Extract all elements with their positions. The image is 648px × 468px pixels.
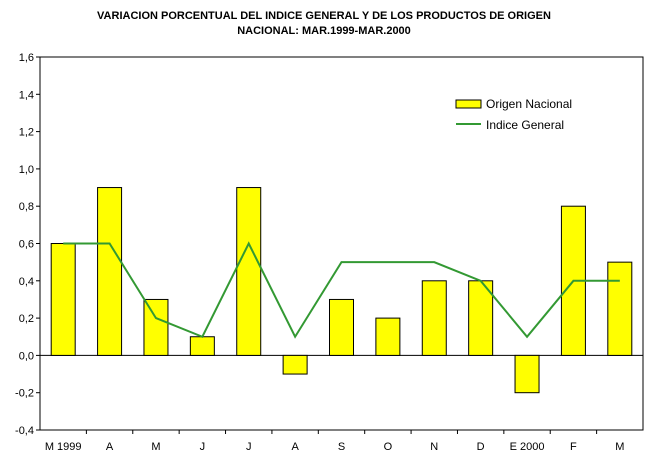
bar xyxy=(282,354,308,375)
y-tick-label: -0,4 xyxy=(15,425,34,437)
bar xyxy=(329,298,354,356)
bar xyxy=(468,280,494,356)
y-tick-label: 0,2 xyxy=(19,313,34,325)
y-tick-label: 1,0 xyxy=(19,164,34,176)
plot-area xyxy=(39,56,644,431)
bar xyxy=(514,354,540,394)
chart-subtitle: NACIONAL: MAR.1999-MAR.2000 xyxy=(237,25,411,37)
bar xyxy=(421,280,447,356)
bar xyxy=(607,261,633,356)
legend-label-bar: Origen Nacional xyxy=(486,97,572,111)
x-tick-label: A xyxy=(291,441,299,453)
x-tick-label: M xyxy=(151,441,160,453)
bar xyxy=(143,298,169,356)
series-line xyxy=(63,241,620,339)
y-tick-label: 0,0 xyxy=(19,350,34,362)
x-tick-label: D xyxy=(477,441,485,453)
x-tick-label: J xyxy=(246,441,252,453)
bar xyxy=(375,317,401,356)
y-tick-label: 0,8 xyxy=(19,201,34,213)
legend-label-line: Indice General xyxy=(486,118,564,132)
chart-title: VARIACION PORCENTUAL DEL INDICE GENERAL … xyxy=(97,10,551,22)
y-axis: -0,4 -0,2 0,0 0,2 0,4 0,6 0,8 1,0 1,2 1,4 1,6 xyxy=(15,52,643,437)
bar xyxy=(236,187,262,356)
y-tick-label: 1,2 xyxy=(19,127,34,139)
x-tick-label: N xyxy=(430,441,438,453)
bar xyxy=(97,187,123,356)
x-axis: M 1999 A M J J A S O N D E 2000 F M xyxy=(45,430,624,453)
x-tick-label: F xyxy=(570,441,577,453)
bar xyxy=(50,243,76,356)
y-tick-label: 0,6 xyxy=(19,239,34,251)
bar-series xyxy=(50,187,633,394)
legend-swatch-bar xyxy=(455,99,482,109)
legend: Origen Nacional Indice General xyxy=(455,97,572,132)
line-series xyxy=(63,241,620,339)
bar xyxy=(189,336,215,356)
y-tick-label: 1,6 xyxy=(19,52,34,64)
x-tick-label: E 2000 xyxy=(510,441,545,453)
x-tick-label: A xyxy=(106,441,114,453)
x-tick-label: S xyxy=(338,441,345,453)
y-tick-label: -0,2 xyxy=(15,388,34,400)
x-tick-label: O xyxy=(384,441,393,453)
y-tick-label: 1,4 xyxy=(19,89,34,101)
x-tick-label: M 1999 xyxy=(45,441,82,453)
x-tick-label: J xyxy=(200,441,206,453)
x-tick-label: M xyxy=(615,441,624,453)
y-tick-label: 0,4 xyxy=(19,276,34,288)
